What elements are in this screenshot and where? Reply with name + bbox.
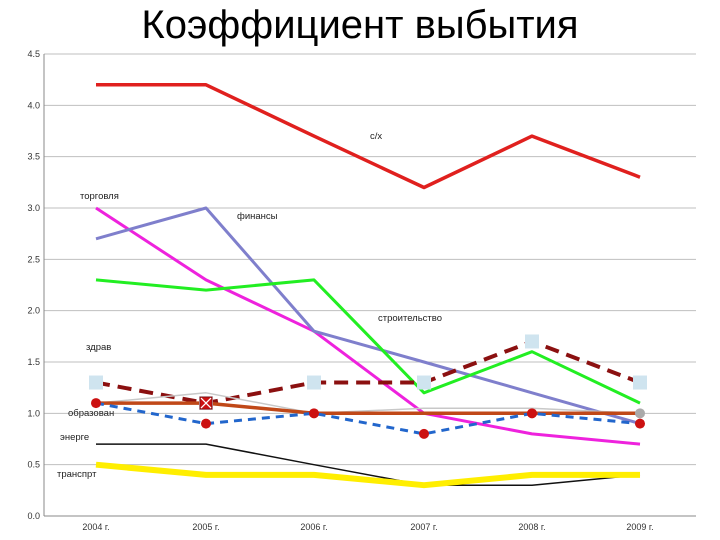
data-point [419,428,429,439]
y-tick-label: 4.0 [27,100,40,110]
series-label: финансы [237,211,278,222]
series-line [95,206,641,446]
series-line [96,83,641,190]
series-label: транспрт [57,469,97,480]
series-label: с/х [370,131,382,142]
x-tick-label: 2009 г. [626,522,653,532]
series-label: торговля [80,191,119,202]
x-tick-label: 2005 г. [192,522,219,532]
data-point-cross [200,397,212,409]
series-line [95,392,641,415]
series-line [95,461,640,489]
series-label: образован [68,408,114,419]
series-label: здрав [86,342,111,353]
chart-series [95,83,641,489]
y-tick-label: 2.0 [27,306,40,316]
data-point [635,408,645,419]
y-tick-label: 1.0 [27,408,40,418]
data-point [309,408,319,419]
series-label: строительство [378,313,442,324]
y-tick-label: 3.5 [27,152,40,162]
page-title: Коэффициент выбытия [141,3,579,47]
chart-labels: с/х торговля финансы строительство здрав обра… [57,131,442,480]
y-tick-label: 0.5 [27,460,40,470]
data-point [633,375,647,390]
series-line [95,401,641,436]
data-point [527,408,537,419]
series-line [95,206,641,426]
y-tick-label: 0.0 [27,511,40,521]
chart-axes: 0.0 0.5 1.0 1.5 2.0 2.5 3.0 3.5 4.0 4.5 2004 г. 200… [27,49,696,532]
data-point [201,418,211,429]
x-tick-label: 2004 г. [82,522,109,532]
y-tick-label: 1.5 [27,357,40,367]
data-point [89,375,103,390]
y-tick-label: 4.5 [27,49,40,59]
data-point [91,398,101,409]
data-point [635,418,645,429]
x-tick-label: 2007 г. [410,522,437,532]
x-tick-label: 2008 г. [518,522,545,532]
chart-markers [89,334,647,439]
series-label: энерге [60,432,89,443]
series-line [95,278,641,405]
y-tick-label: 2.5 [27,254,40,264]
series-line [95,339,641,406]
y-tick-label: 3.0 [27,203,40,213]
x-tick-label: 2006 г. [300,522,327,532]
data-point [417,375,431,390]
series-line [96,401,640,416]
data-point [307,375,321,390]
data-point [525,334,539,349]
series-line [96,443,641,486]
